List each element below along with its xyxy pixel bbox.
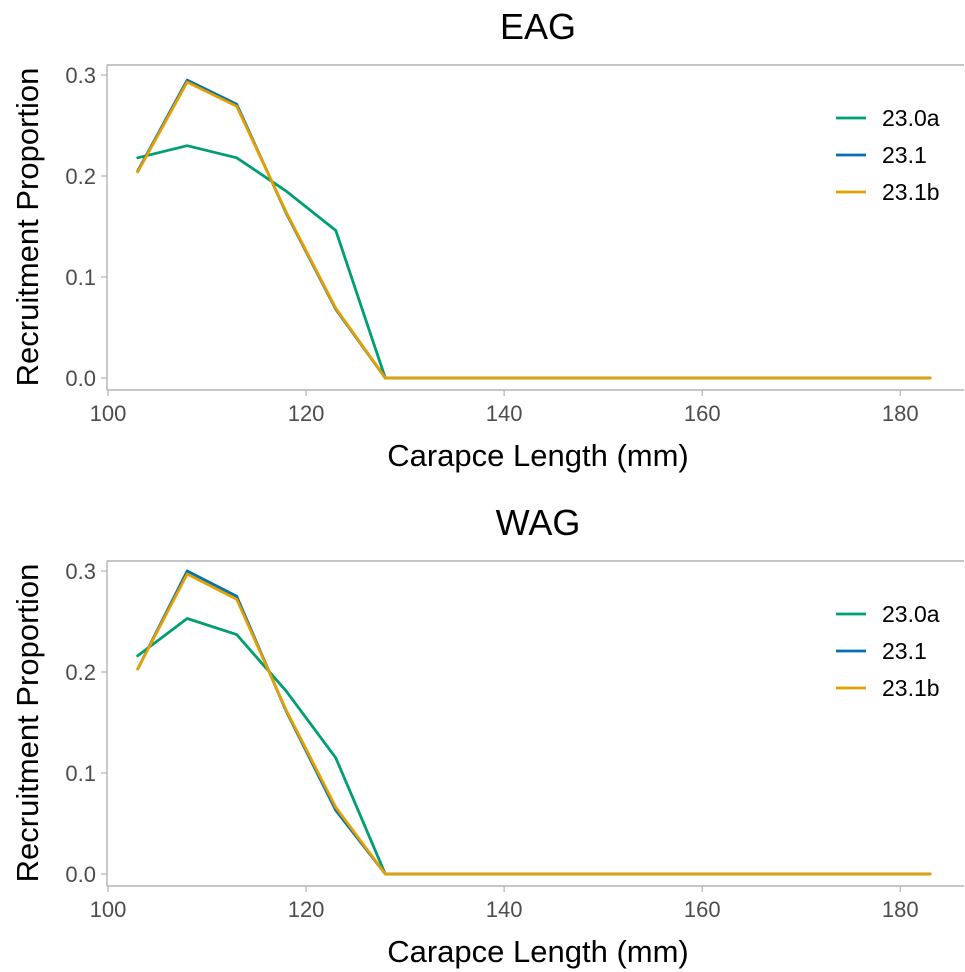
series-line-23-1b	[136, 80, 932, 380]
chart-title: WAG	[496, 502, 581, 543]
y-axis-label: Recruitment Proportion	[10, 68, 45, 387]
series-line-23-0a	[136, 617, 932, 876]
panel-wag: WAG Recruitment Proportion Carapce Lengt…	[10, 502, 964, 969]
y-axis-ticks: 0.0 0.1 0.2 0.3	[65, 63, 107, 391]
y-tick-label: 0.3	[65, 63, 96, 88]
y-tick-label: 0.3	[65, 559, 96, 584]
x-tick-label: 180	[882, 401, 919, 426]
series-line-23-1b	[136, 572, 932, 876]
y-tick-label: 0.2	[65, 660, 96, 685]
series-group	[136, 78, 932, 380]
legend-label-23-1: 23.1	[882, 638, 927, 664]
chart-title: EAG	[500, 6, 576, 47]
x-axis-label: Carapce Length (mm)	[387, 934, 689, 969]
legend-label-23-0a: 23.0a	[882, 601, 940, 627]
legend-label-23-1: 23.1	[882, 142, 927, 168]
x-tick-label: 140	[486, 401, 523, 426]
legend-label-23-1b: 23.1b	[882, 675, 940, 701]
y-tick-label: 0.0	[65, 862, 96, 887]
x-axis-ticks: 100 120 140 160 180	[90, 886, 919, 922]
y-axis-ticks: 0.0 0.1 0.2 0.3	[65, 559, 107, 887]
panel-eag: EAG Recruitment Proportion Carapce Lengt…	[10, 6, 964, 473]
y-tick-label: 0.2	[65, 164, 96, 189]
series-line-23-1	[136, 569, 932, 876]
legend-label-23-1b: 23.1b	[882, 179, 940, 205]
y-axis-label: Recruitment Proportion	[10, 564, 45, 883]
x-tick-label: 180	[882, 897, 919, 922]
x-axis-ticks: 100 120 140 160 180	[90, 390, 919, 426]
y-tick-label: 0.0	[65, 366, 96, 391]
legend: 23.0a 23.1 23.1b	[836, 601, 940, 701]
x-tick-label: 160	[684, 897, 721, 922]
y-tick-label: 0.1	[65, 761, 96, 786]
legend-label-23-0a: 23.0a	[882, 105, 940, 131]
series-line-23-0a	[136, 144, 932, 380]
y-tick-label: 0.1	[65, 265, 96, 290]
x-tick-label: 100	[90, 401, 127, 426]
x-tick-label: 100	[90, 897, 127, 922]
x-axis-label: Carapce Length (mm)	[387, 438, 689, 473]
x-tick-label: 120	[288, 897, 325, 922]
legend: 23.0a 23.1 23.1b	[836, 105, 940, 205]
x-tick-label: 120	[288, 401, 325, 426]
x-tick-label: 160	[684, 401, 721, 426]
x-tick-label: 140	[486, 897, 523, 922]
series-group	[136, 569, 932, 876]
series-line-23-1	[136, 78, 932, 380]
